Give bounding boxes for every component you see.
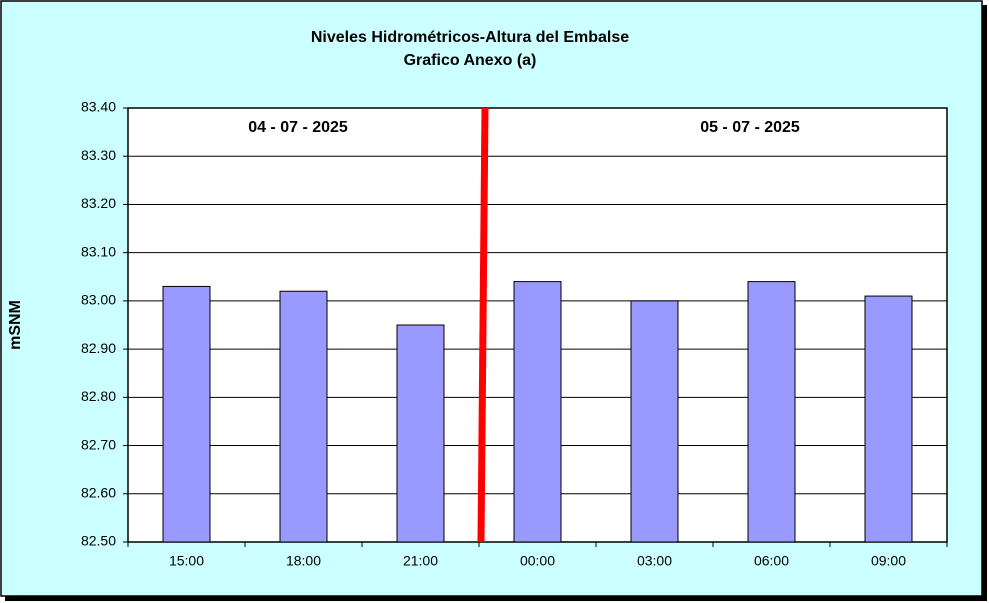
x-tick-label: 06:00 bbox=[754, 553, 789, 569]
y-tick-label: 83.00 bbox=[81, 292, 116, 308]
bar bbox=[279, 290, 328, 543]
y-tick-label: 82.80 bbox=[81, 388, 116, 404]
chart-subtitle: Grafico Anexo (a) bbox=[404, 52, 537, 69]
x-tick-label: 18:00 bbox=[286, 553, 321, 569]
bar bbox=[747, 281, 796, 543]
x-tick-label: 15:00 bbox=[169, 553, 204, 569]
bar bbox=[162, 285, 211, 543]
chart-title: Niveles Hidrométricos-Altura del Embalse bbox=[311, 29, 629, 46]
x-tick-label: 09:00 bbox=[871, 553, 906, 569]
x-tick-label: 21:00 bbox=[403, 553, 438, 569]
y-tick-label: 82.60 bbox=[81, 484, 116, 500]
y-tick-label: 82.50 bbox=[81, 533, 116, 549]
y-tick-label: 82.90 bbox=[81, 340, 116, 356]
bar bbox=[630, 300, 679, 543]
x-tick-label: 03:00 bbox=[637, 553, 672, 569]
bar bbox=[864, 295, 913, 543]
annotation: 04 - 07 - 2025 bbox=[248, 119, 348, 136]
y-tick-label: 83.20 bbox=[81, 195, 116, 211]
y-tick-label: 83.10 bbox=[81, 243, 116, 259]
y-axis-label: mSNM bbox=[7, 300, 24, 350]
annotation: 05 - 07 - 2025 bbox=[700, 119, 800, 136]
y-tick-label: 83.40 bbox=[81, 99, 116, 115]
day-divider bbox=[477, 107, 489, 543]
y-tick-label: 82.70 bbox=[81, 436, 116, 452]
bar bbox=[513, 281, 562, 543]
x-tick-label: 00:00 bbox=[520, 553, 555, 569]
bar bbox=[396, 324, 445, 543]
y-tick-label: 83.30 bbox=[81, 147, 116, 163]
